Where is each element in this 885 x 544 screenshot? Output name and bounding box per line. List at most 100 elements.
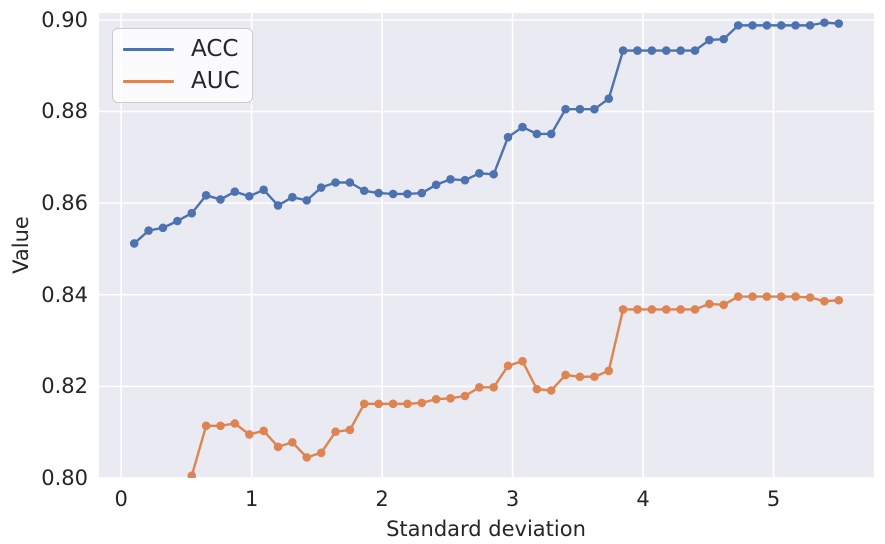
acc-marker <box>705 35 714 45</box>
legend-label-acc: ACC <box>191 36 239 63</box>
acc-marker <box>762 21 772 30</box>
acc-marker <box>158 223 168 233</box>
auc-marker <box>489 382 498 392</box>
acc-marker <box>647 46 657 55</box>
acc-marker <box>359 186 369 196</box>
auc-marker <box>719 300 728 310</box>
auc-marker <box>460 391 470 401</box>
acc-marker <box>618 46 628 55</box>
acc-marker <box>173 216 182 226</box>
y-tick-label: 0.88 <box>41 99 88 124</box>
auc-marker <box>676 305 685 314</box>
acc-marker <box>748 21 757 30</box>
auc-marker <box>503 361 513 371</box>
auc-marker <box>403 399 412 409</box>
acc-marker <box>374 188 383 198</box>
acc-marker <box>719 34 728 44</box>
acc-marker <box>834 19 844 28</box>
x-axis-label: Standard deviation <box>386 517 586 541</box>
auc-marker <box>518 356 527 366</box>
acc-marker <box>518 122 527 132</box>
acc-marker <box>661 46 671 55</box>
auc-marker <box>776 292 786 301</box>
acc-marker <box>403 189 412 199</box>
auc-marker <box>273 442 283 452</box>
acc-marker <box>302 196 312 205</box>
acc-marker <box>446 175 455 184</box>
auc-marker <box>820 296 829 306</box>
auc-marker <box>388 399 398 409</box>
acc-marker <box>776 21 786 30</box>
auc-marker <box>288 437 297 447</box>
auc-marker <box>748 292 757 301</box>
acc-marker <box>201 191 211 200</box>
acc-marker <box>331 178 340 187</box>
x-tick-label: 3 <box>505 487 520 511</box>
auc-marker <box>431 394 441 404</box>
acc-marker <box>187 208 197 218</box>
acc-marker <box>388 189 398 199</box>
acc-marker <box>575 104 585 114</box>
acc-marker <box>590 104 599 114</box>
acc-marker <box>805 21 815 30</box>
auc-marker <box>345 425 355 435</box>
auc-marker <box>359 399 369 409</box>
auc-marker <box>532 384 542 394</box>
acc-marker <box>345 178 355 187</box>
acc-marker <box>245 191 254 201</box>
y-tick-label: 0.82 <box>41 374 88 399</box>
auc-marker <box>187 471 197 478</box>
auc-marker <box>331 427 340 437</box>
x-tick-label: 2 <box>375 487 389 511</box>
auc-marker <box>216 421 225 431</box>
acc-marker <box>417 188 427 198</box>
acc-line-swatch <box>123 48 174 52</box>
acc-marker <box>216 195 225 204</box>
auc-series <box>187 292 844 478</box>
auc-marker <box>475 382 484 392</box>
acc-marker <box>676 46 685 55</box>
acc-marker <box>230 187 240 196</box>
acc-marker <box>532 129 542 139</box>
auc-marker <box>762 292 772 301</box>
acc-series <box>129 18 844 248</box>
auc-marker <box>446 393 455 403</box>
auc-marker <box>604 366 614 376</box>
auc-marker <box>316 448 326 458</box>
auc-marker <box>546 386 556 395</box>
x-tick-label: 4 <box>636 487 650 511</box>
acc-marker <box>273 201 283 210</box>
legend-item-auc: AUC <box>123 66 242 98</box>
acc-marker <box>475 169 484 178</box>
auc-marker <box>417 398 427 408</box>
acc-marker <box>604 94 614 103</box>
legend-label-auc: AUC <box>191 67 240 94</box>
auc-marker <box>733 292 743 301</box>
auc-line-swatch <box>123 79 174 83</box>
auc-marker <box>374 399 383 409</box>
y-axis-label: Value <box>9 216 33 274</box>
auc-marker <box>245 430 254 439</box>
auc-marker <box>690 305 700 314</box>
x-tick-label: 0 <box>114 487 128 511</box>
auc-marker <box>791 292 800 301</box>
acc-marker <box>633 46 642 55</box>
acc-marker <box>259 185 268 195</box>
auc-marker <box>302 453 312 462</box>
acc-marker <box>431 180 441 190</box>
auc-marker <box>618 305 628 314</box>
x-tick-label: 1 <box>244 487 259 511</box>
auc-marker <box>834 295 844 305</box>
acc-marker <box>316 183 326 192</box>
y-tick-label: 0.84 <box>41 282 88 307</box>
acc-marker <box>129 239 139 248</box>
auc-marker <box>661 305 671 314</box>
acc-marker <box>561 104 570 114</box>
y-tick-label: 0.80 <box>41 466 88 490</box>
acc-marker <box>489 169 498 179</box>
auc-marker <box>259 426 268 436</box>
acc-marker <box>144 226 153 235</box>
legend: ACC AUC <box>112 28 253 103</box>
y-tick-label: 0.86 <box>41 191 88 216</box>
